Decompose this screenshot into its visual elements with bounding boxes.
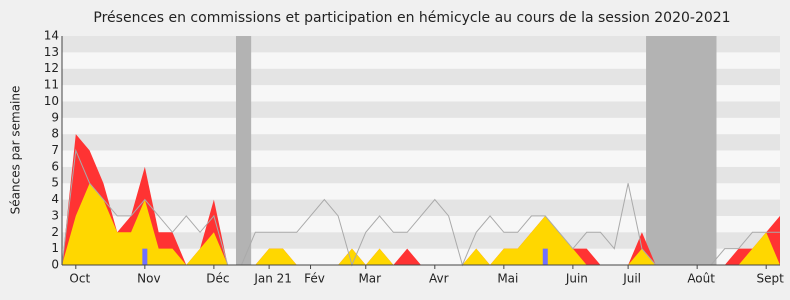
y-tick-label: 8 xyxy=(51,127,59,141)
y-axis-label: Séances par semaine xyxy=(9,86,23,215)
x-tick-label: Fév xyxy=(304,272,325,286)
x-tick-label: Mar xyxy=(358,272,381,286)
y-tick-label: 2 xyxy=(51,225,59,239)
y-tick-label: 12 xyxy=(44,61,59,75)
y-tick-label: 9 xyxy=(51,110,59,124)
x-tick-label: Juin xyxy=(565,272,588,286)
x-tick-label: Mai xyxy=(497,272,518,286)
y-tick-label: 4 xyxy=(51,192,59,206)
y-tick-label: 13 xyxy=(44,45,59,59)
area xyxy=(62,183,780,265)
x-tick-label: Avr xyxy=(429,272,449,286)
chart-title: Présences en commissions et participatio… xyxy=(93,10,730,26)
y-tick-label: 11 xyxy=(44,78,59,92)
x-tick-label: Août xyxy=(687,272,715,286)
bar xyxy=(542,248,548,265)
vacation-band xyxy=(235,36,252,265)
y-tick-label: 1 xyxy=(51,241,59,255)
x-tick-label: Nov xyxy=(137,272,160,286)
x-tick-label: Juil xyxy=(622,272,641,286)
y-tick-label: 3 xyxy=(51,208,59,222)
y-tick-label: 7 xyxy=(51,143,59,157)
x-tick-label: Sept xyxy=(757,272,785,286)
y-tick-label: 6 xyxy=(51,159,59,173)
y-tick-label: 5 xyxy=(51,176,59,190)
bar xyxy=(142,248,148,265)
vacation-band xyxy=(646,36,717,265)
y-tick-label: 0 xyxy=(51,258,59,272)
x-tick-label: Déc xyxy=(206,272,229,286)
x-tick-label: Oct xyxy=(69,272,90,286)
x-tick-label: Jan 21 xyxy=(253,272,292,286)
y-tick-label: 10 xyxy=(44,94,59,108)
y-tick-label: 14 xyxy=(44,29,59,43)
